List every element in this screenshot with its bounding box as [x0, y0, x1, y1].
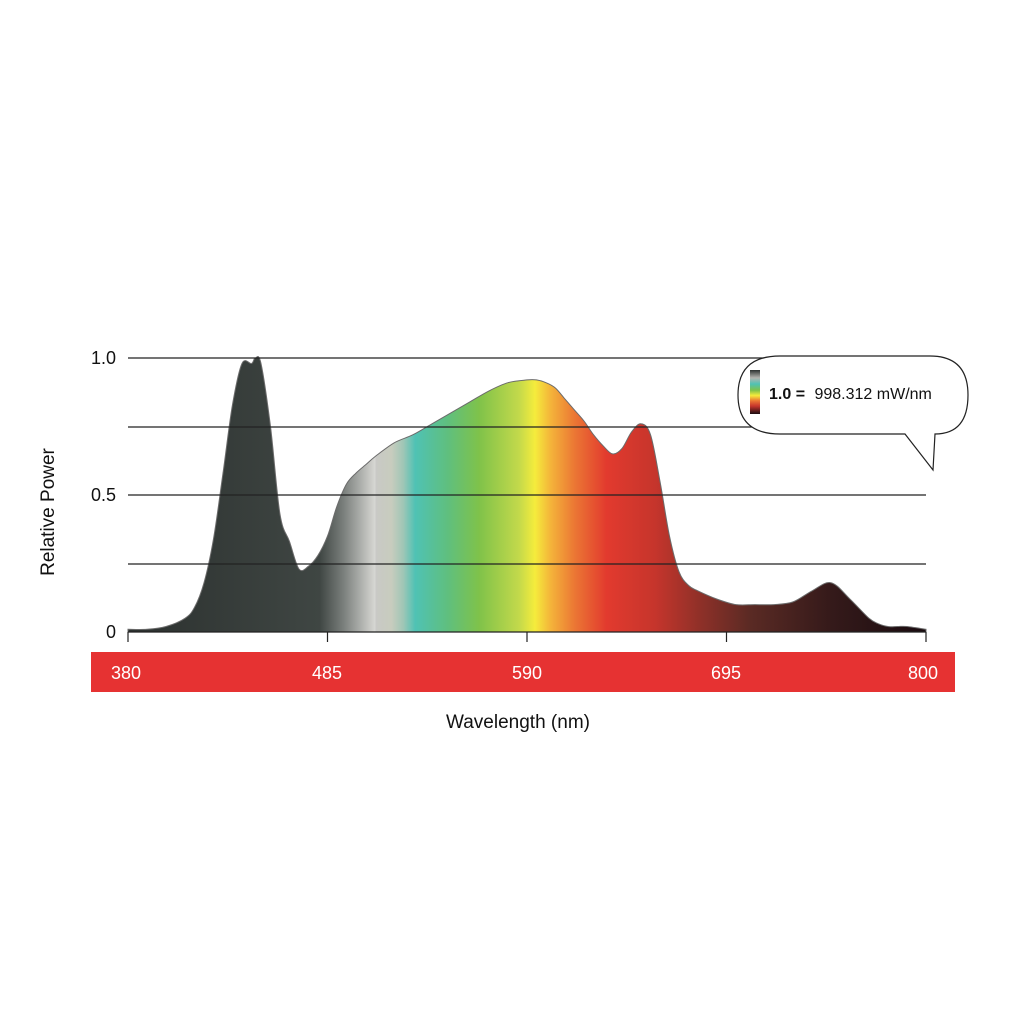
callout-value-label: 1.0 = [769, 386, 805, 403]
spectrum-area [127, 355, 927, 633]
x-tick-marks [127, 632, 927, 642]
x-axis-title: Wavelength (nm) [446, 712, 590, 733]
y-axis-title: Relative Power [38, 447, 59, 575]
x-tick-label-485: 485 [312, 663, 342, 683]
callout-color-scale [750, 370, 760, 414]
y-tick-label-0: 0 [106, 622, 116, 642]
x-tick-label-380: 380 [111, 663, 141, 683]
x-tick-label-695: 695 [711, 663, 741, 683]
power-callout: 1.0 = 998.312 mW/nm [737, 355, 969, 472]
callout-value-text: 998.312 mW/nm [814, 386, 931, 403]
callout-value: 1.0 = 998.312 mW/nm [769, 386, 932, 403]
callout-bubble [737, 355, 969, 472]
y-tick-label-1-0: 1.0 [91, 348, 116, 368]
x-axis-bar [91, 652, 955, 692]
x-tick-label-590: 590 [512, 663, 542, 683]
x-tick-label-800: 800 [908, 663, 938, 683]
y-tick-label-0-5: 0.5 [91, 485, 116, 505]
